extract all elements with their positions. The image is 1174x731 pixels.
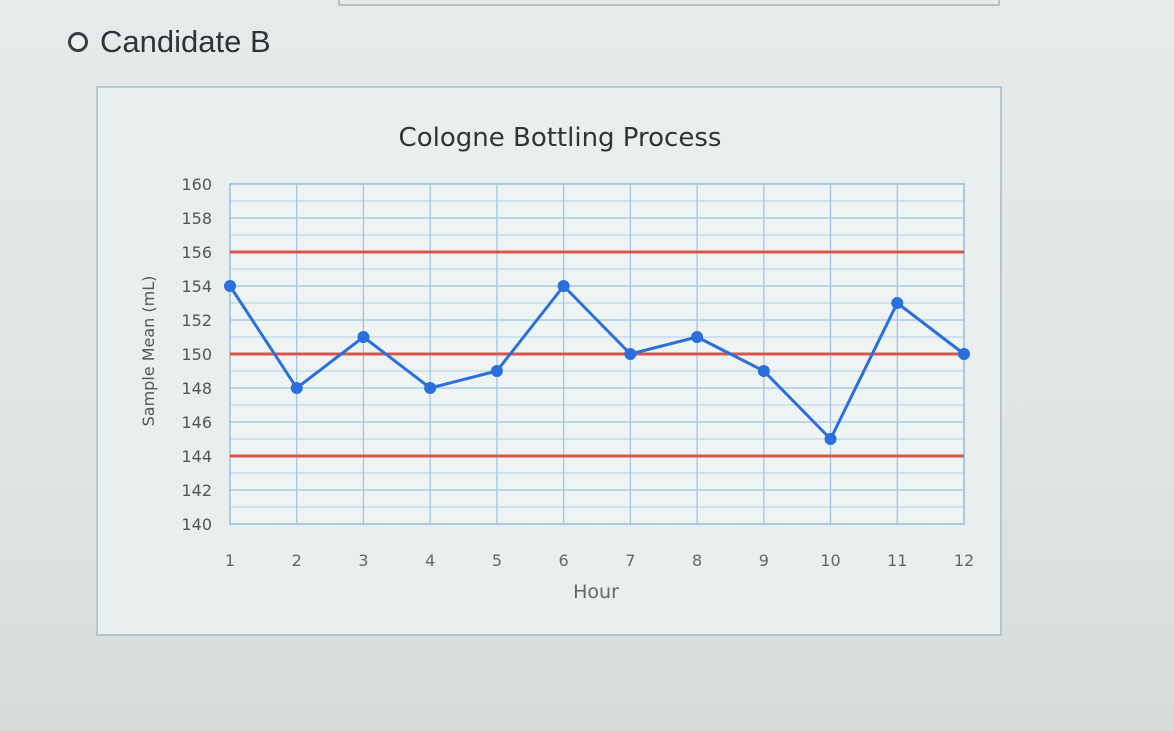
x-axis-label: Hour bbox=[573, 581, 619, 603]
x-tick-label: 7 bbox=[625, 551, 635, 570]
y-tick-label: 142 bbox=[181, 481, 212, 500]
x-tick-label: 10 bbox=[820, 551, 840, 570]
x-tick-label: 9 bbox=[759, 551, 769, 570]
data-point-hour-5 bbox=[490, 365, 503, 377]
previous-option-box-edge bbox=[338, 0, 1000, 6]
data-point-hour-9 bbox=[757, 365, 770, 377]
y-tick-label: 148 bbox=[181, 379, 212, 398]
y-tick-label: 146 bbox=[181, 413, 212, 432]
x-tick-label: 12 bbox=[954, 551, 974, 570]
y-tick-label: 154 bbox=[181, 277, 212, 296]
x-tick-label: 4 bbox=[425, 551, 435, 570]
y-tick-label: 150 bbox=[181, 345, 212, 364]
x-tick-label: 8 bbox=[692, 551, 702, 570]
x-tick-label: 6 bbox=[559, 551, 569, 570]
chart-title: Cologne Bottling Process bbox=[399, 123, 722, 153]
data-point-hour-10 bbox=[824, 433, 837, 445]
data-point-hour-4 bbox=[424, 382, 437, 394]
y-tick-label: 156 bbox=[181, 243, 212, 262]
data-point-hour-8 bbox=[691, 331, 704, 343]
x-tick-label: 11 bbox=[887, 551, 907, 570]
sample-mean-line bbox=[228, 284, 965, 441]
option-label: Candidate B bbox=[100, 24, 271, 59]
y-tick-label: 140 bbox=[181, 515, 212, 534]
y-tick-label: 160 bbox=[181, 175, 212, 194]
data-point-hour-2 bbox=[290, 382, 303, 394]
data-point-hour-12 bbox=[958, 348, 970, 360]
control-chart: Cologne Bottling Process 140142144146148… bbox=[139, 123, 974, 603]
y-axis-label: Sample Mean (mL) bbox=[139, 276, 158, 427]
x-tick-label: 5 bbox=[492, 551, 502, 570]
y-tick-label: 158 bbox=[181, 209, 212, 228]
data-point-hour-11 bbox=[891, 297, 904, 309]
answer-option-candidate-b[interactable]: Candidate B bbox=[68, 20, 271, 64]
data-point-hour-3 bbox=[357, 331, 370, 343]
y-tick-label: 144 bbox=[181, 447, 212, 466]
chart-frame: Cologne Bottling Process 140 142 144 146 148… bbox=[96, 86, 1002, 636]
x-tick-label: 1 bbox=[225, 551, 235, 570]
x-tick-label: 3 bbox=[358, 551, 368, 570]
data-point-hour-1 bbox=[224, 280, 236, 292]
data-point-hour-6 bbox=[557, 280, 570, 292]
x-tick-label: 2 bbox=[292, 551, 302, 570]
y-tick-label: 152 bbox=[181, 311, 212, 330]
data-point-hour-7 bbox=[624, 348, 637, 360]
radio-button[interactable] bbox=[68, 32, 88, 52]
